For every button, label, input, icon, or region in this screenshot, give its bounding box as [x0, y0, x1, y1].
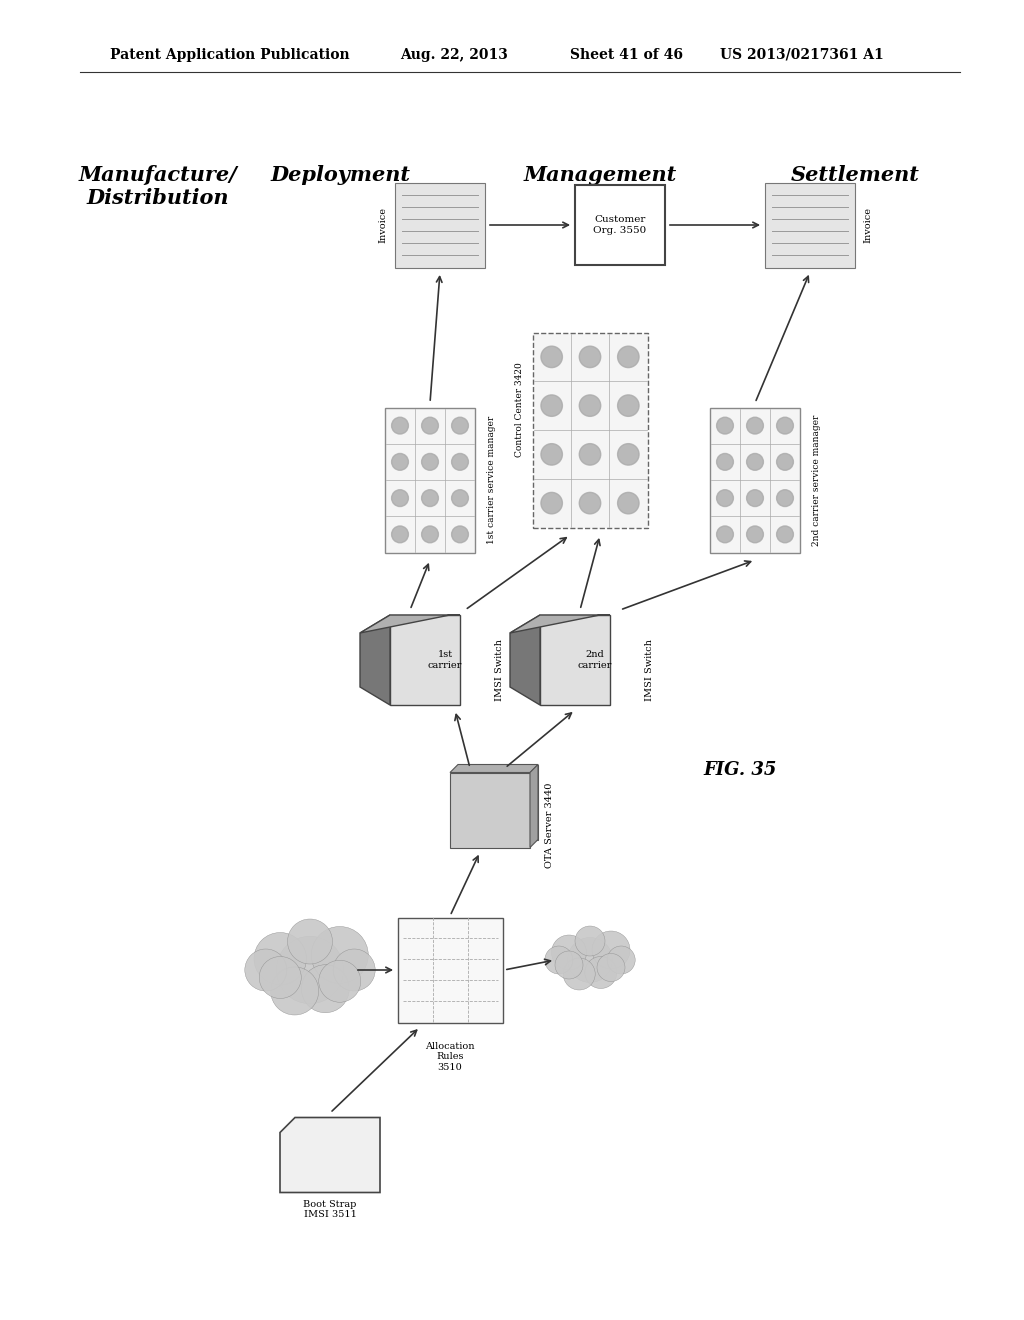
FancyBboxPatch shape: [397, 917, 503, 1023]
FancyBboxPatch shape: [710, 408, 800, 553]
Polygon shape: [510, 615, 610, 634]
Text: 2nd carrier service manager: 2nd carrier service manager: [812, 414, 821, 545]
Circle shape: [746, 490, 764, 507]
Text: Deployment: Deployment: [270, 165, 410, 185]
Text: Allocation
Rules
3510: Allocation Rules 3510: [425, 1041, 475, 1072]
Circle shape: [585, 957, 616, 989]
Circle shape: [717, 525, 733, 543]
Circle shape: [717, 454, 733, 470]
Circle shape: [746, 525, 764, 543]
FancyBboxPatch shape: [575, 185, 665, 265]
Text: Control Center 3420: Control Center 3420: [515, 363, 524, 457]
Text: US 2013/0217361 A1: US 2013/0217361 A1: [720, 48, 884, 62]
Circle shape: [617, 346, 639, 367]
Circle shape: [617, 492, 639, 513]
Text: IMSI Switch: IMSI Switch: [645, 639, 654, 701]
Circle shape: [597, 953, 625, 982]
Circle shape: [545, 946, 572, 974]
Text: Aug. 22, 2013: Aug. 22, 2013: [400, 48, 508, 62]
Circle shape: [245, 949, 287, 991]
Text: Settlement: Settlement: [791, 165, 920, 185]
Circle shape: [270, 968, 318, 1015]
Circle shape: [746, 454, 764, 470]
Circle shape: [541, 492, 562, 513]
Circle shape: [746, 417, 764, 434]
Circle shape: [318, 960, 360, 1002]
Circle shape: [617, 444, 639, 465]
Circle shape: [776, 525, 794, 543]
Circle shape: [391, 417, 409, 434]
Circle shape: [288, 919, 333, 964]
Circle shape: [422, 490, 438, 507]
FancyBboxPatch shape: [395, 182, 485, 268]
Circle shape: [567, 937, 612, 982]
Polygon shape: [360, 615, 460, 634]
Circle shape: [563, 958, 595, 990]
FancyBboxPatch shape: [458, 764, 538, 840]
Text: Manufacture/
Distribution: Manufacture/ Distribution: [79, 165, 238, 209]
Circle shape: [452, 525, 468, 543]
Circle shape: [333, 949, 375, 991]
Circle shape: [580, 346, 601, 367]
Circle shape: [422, 454, 438, 470]
Circle shape: [776, 417, 794, 434]
FancyBboxPatch shape: [385, 408, 475, 553]
Circle shape: [717, 490, 733, 507]
Circle shape: [776, 490, 794, 507]
Polygon shape: [390, 615, 460, 705]
Circle shape: [592, 931, 630, 969]
Circle shape: [776, 454, 794, 470]
Circle shape: [575, 927, 605, 956]
Polygon shape: [510, 615, 540, 705]
Polygon shape: [530, 764, 538, 847]
Circle shape: [301, 965, 349, 1012]
Circle shape: [580, 444, 601, 465]
Text: 1st carrier service manager: 1st carrier service manager: [487, 416, 496, 544]
Circle shape: [555, 950, 583, 979]
Circle shape: [254, 932, 306, 985]
Text: 1st
carrier: 1st carrier: [428, 651, 462, 669]
FancyBboxPatch shape: [765, 182, 855, 268]
Circle shape: [617, 395, 639, 416]
Text: Invoice: Invoice: [378, 207, 387, 243]
Polygon shape: [450, 764, 538, 772]
Circle shape: [607, 946, 635, 974]
Text: OTA Server 3440: OTA Server 3440: [545, 783, 554, 867]
Text: Management: Management: [523, 165, 677, 185]
Text: Customer
Org. 3550: Customer Org. 3550: [593, 215, 646, 235]
Polygon shape: [280, 1118, 380, 1192]
Text: 2nd
carrier: 2nd carrier: [578, 651, 612, 669]
Circle shape: [259, 957, 301, 998]
Text: Sheet 41 of 46: Sheet 41 of 46: [570, 48, 683, 62]
Text: IMSI Switch: IMSI Switch: [495, 639, 504, 701]
FancyBboxPatch shape: [532, 333, 647, 528]
Circle shape: [452, 490, 468, 507]
Circle shape: [541, 395, 562, 416]
Circle shape: [311, 927, 369, 983]
Circle shape: [391, 454, 409, 470]
Circle shape: [580, 395, 601, 416]
Polygon shape: [360, 615, 390, 705]
Circle shape: [422, 417, 438, 434]
FancyBboxPatch shape: [450, 772, 530, 847]
Circle shape: [452, 454, 468, 470]
Text: Invoice: Invoice: [863, 207, 872, 243]
Text: FIG. 35: FIG. 35: [703, 762, 776, 779]
Circle shape: [541, 346, 562, 367]
Circle shape: [541, 444, 562, 465]
Circle shape: [276, 936, 344, 1003]
Circle shape: [391, 525, 409, 543]
Text: Boot Strap
IMSI 3511: Boot Strap IMSI 3511: [303, 1200, 356, 1220]
Text: Patent Application Publication: Patent Application Publication: [110, 48, 349, 62]
Circle shape: [452, 417, 468, 434]
Circle shape: [580, 492, 601, 513]
Circle shape: [552, 935, 587, 970]
Circle shape: [422, 525, 438, 543]
Circle shape: [717, 417, 733, 434]
Circle shape: [391, 490, 409, 507]
Polygon shape: [540, 615, 610, 705]
